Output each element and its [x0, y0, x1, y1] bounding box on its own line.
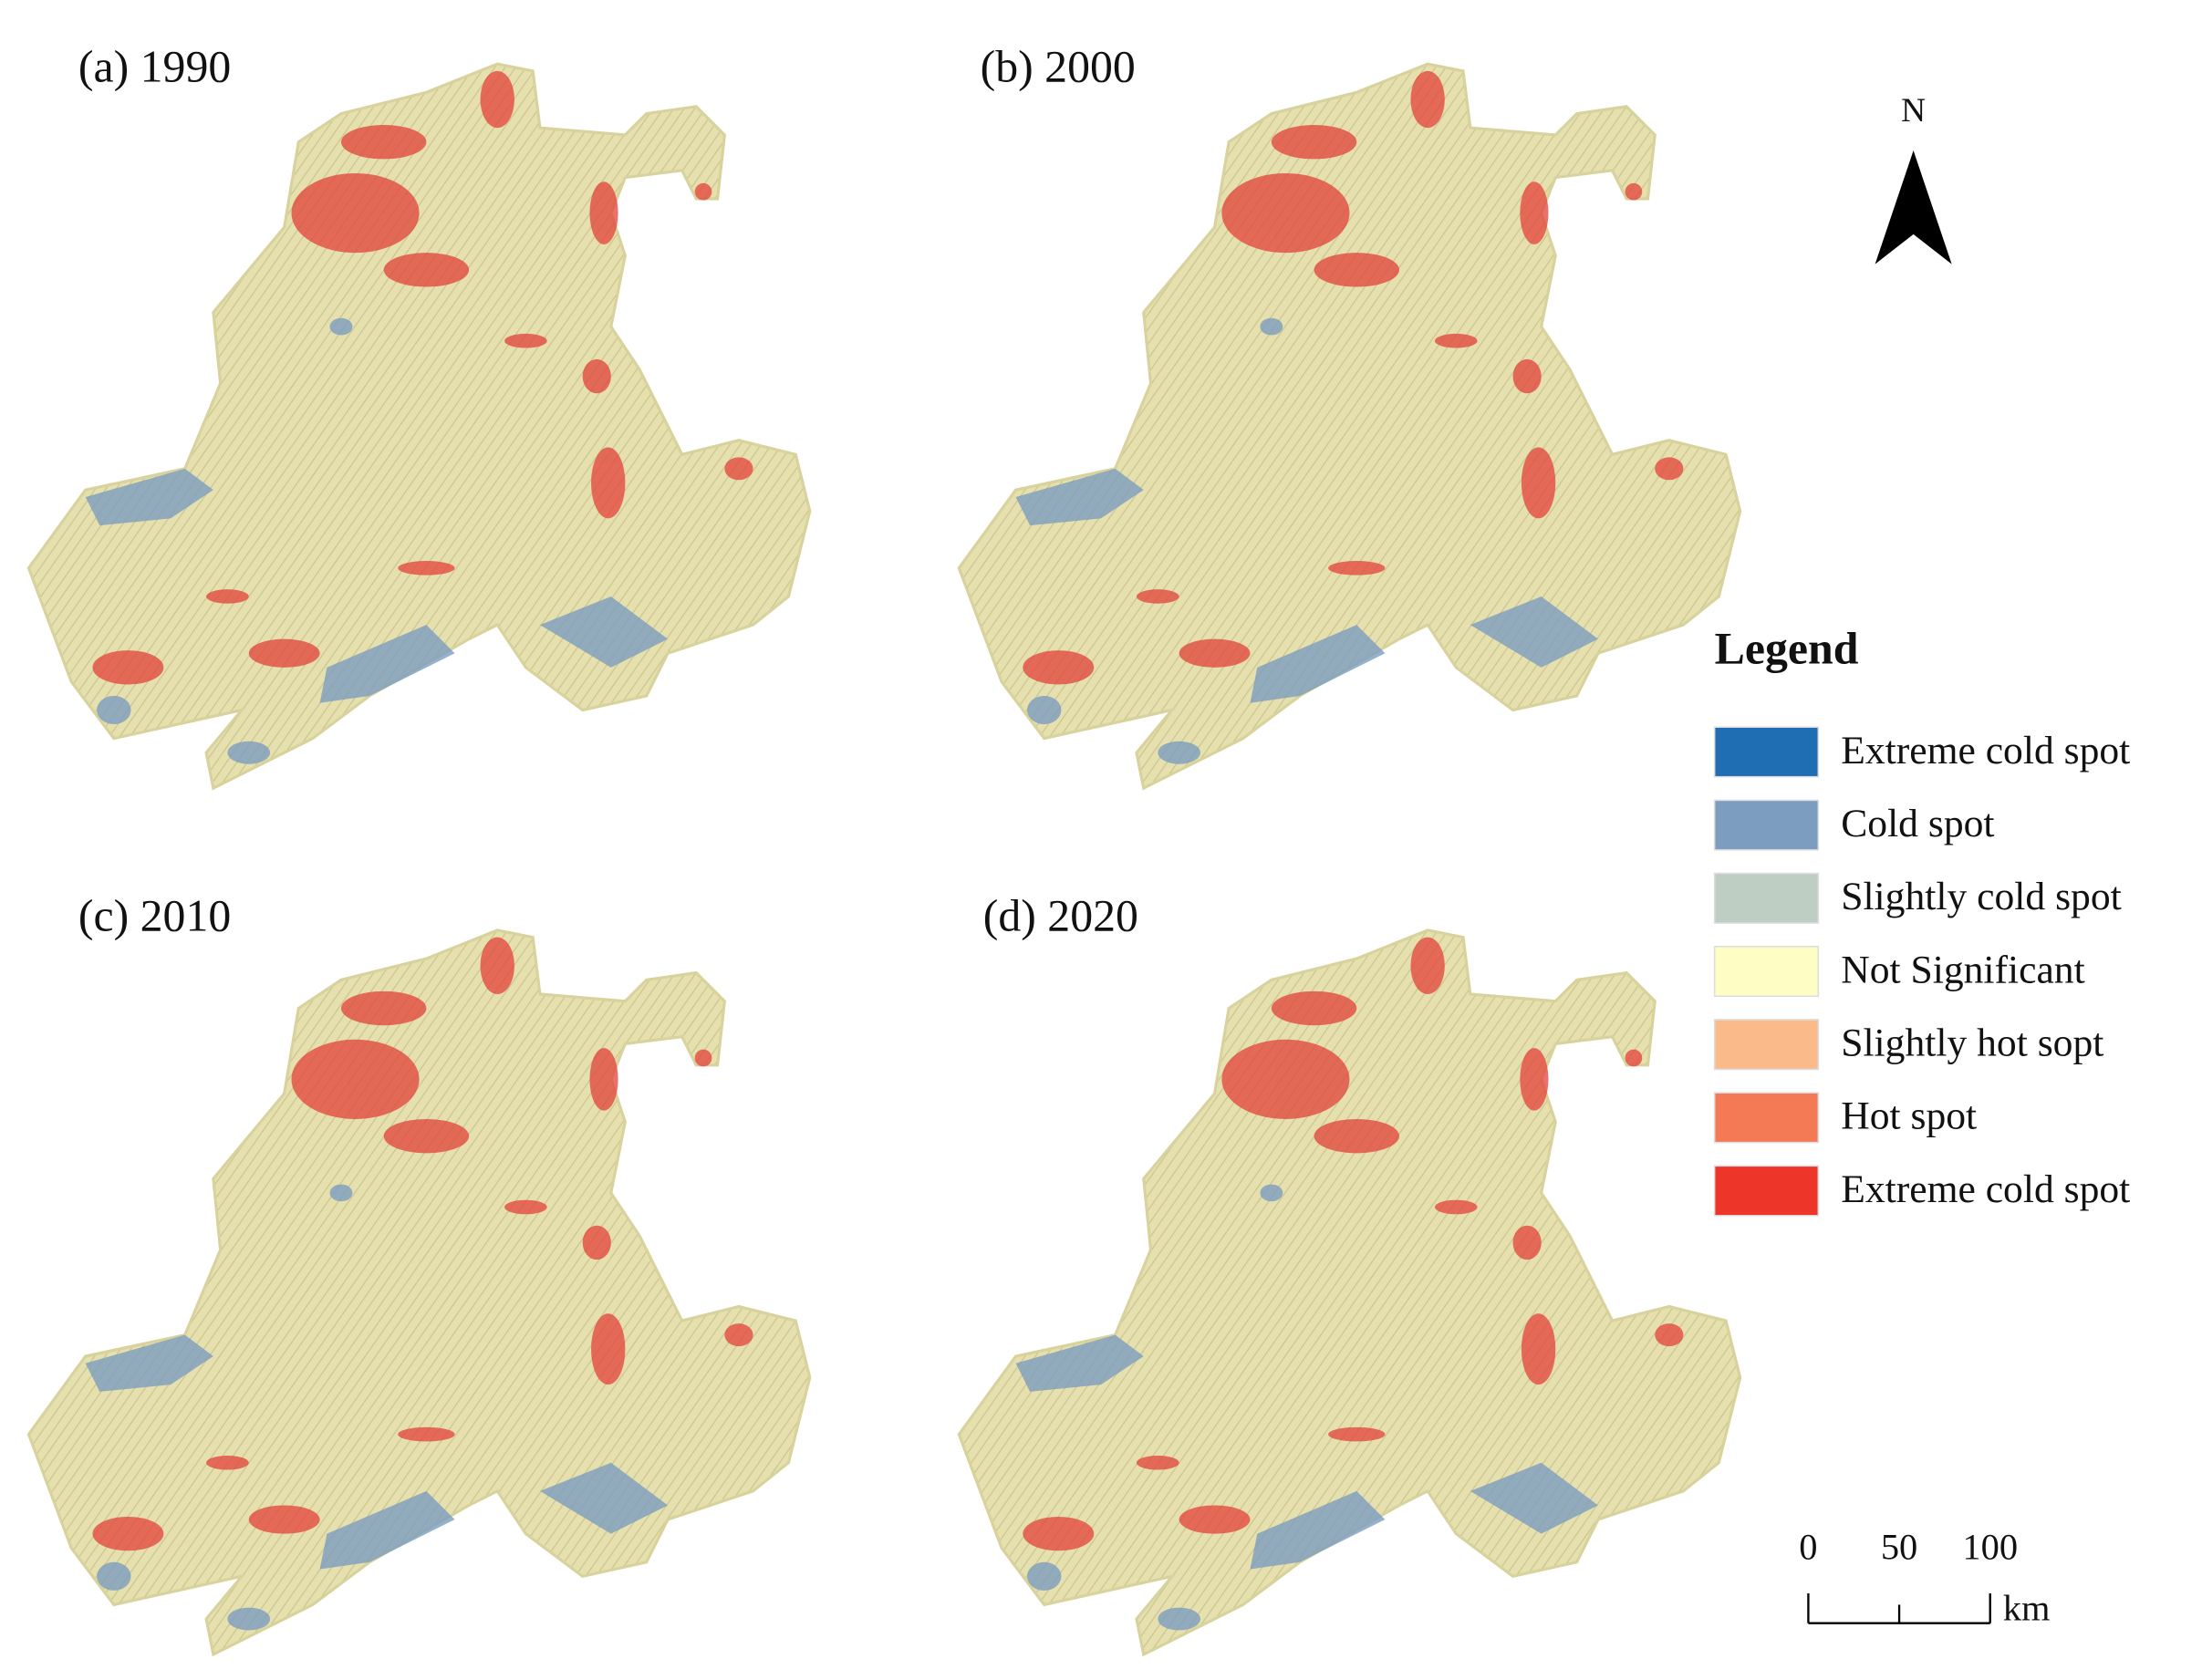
legend-swatch — [1713, 1165, 1820, 1217]
map-panel-b — [957, 62, 1742, 790]
scale-bar — [1807, 1593, 1991, 1624]
legend: Extreme cold spot Cold spot Slightly cold … — [1713, 726, 2130, 1217]
panel-label: (d) 2020 — [983, 890, 1138, 940]
legend-label: Extreme cold spot — [1841, 1167, 2130, 1211]
legend-swatch — [1713, 946, 1820, 998]
legend-label: Not Significant — [1841, 948, 2085, 991]
scale-unit: km — [2003, 1588, 2051, 1629]
legend-swatch — [1713, 872, 1820, 924]
north-label: N — [1901, 92, 1926, 130]
map-panel-a — [26, 62, 812, 790]
legend-swatch — [1713, 1092, 1820, 1144]
map-panel-c — [26, 928, 812, 1656]
scale-tick-label: 0 — [1799, 1527, 1817, 1568]
panel-label: (b) 2000 — [981, 41, 1136, 91]
north-arrow — [1875, 150, 1952, 264]
panel-label: (a) 1990 — [78, 41, 231, 91]
panel-label: (c) 2010 — [78, 890, 231, 940]
legend-label: Cold spot — [1841, 802, 1994, 845]
legend-swatch — [1713, 1019, 1820, 1071]
scale-tick-label: 50 — [1881, 1527, 1917, 1568]
legend-label: Slightly hot sopt — [1841, 1021, 2103, 1065]
legend-swatch — [1713, 799, 1820, 851]
legend-title: Legend — [1715, 624, 1859, 674]
legend-label: Extreme cold spot — [1841, 729, 2130, 773]
scale-tick-label: 100 — [1962, 1527, 2018, 1568]
legend-swatch — [1713, 726, 1820, 778]
legend-label: Hot spot — [1841, 1094, 1977, 1138]
map-panel-d — [957, 928, 1742, 1656]
legend-label: Slightly cold spot — [1841, 875, 2122, 918]
scale-labels: 0 50 100 — [1799, 1527, 2018, 1568]
